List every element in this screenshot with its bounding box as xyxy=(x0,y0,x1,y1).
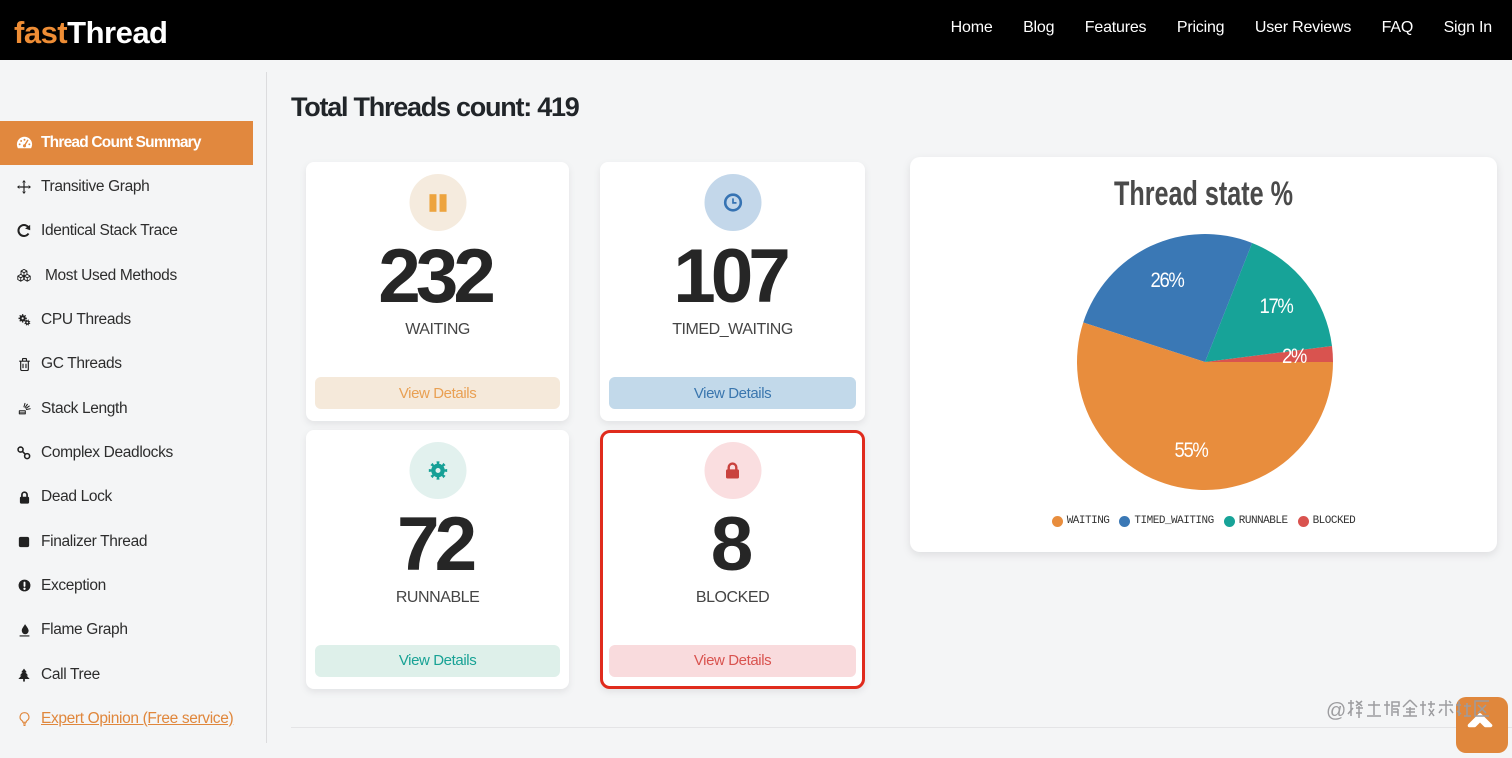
svg-text:@: @ xyxy=(1326,700,1346,722)
